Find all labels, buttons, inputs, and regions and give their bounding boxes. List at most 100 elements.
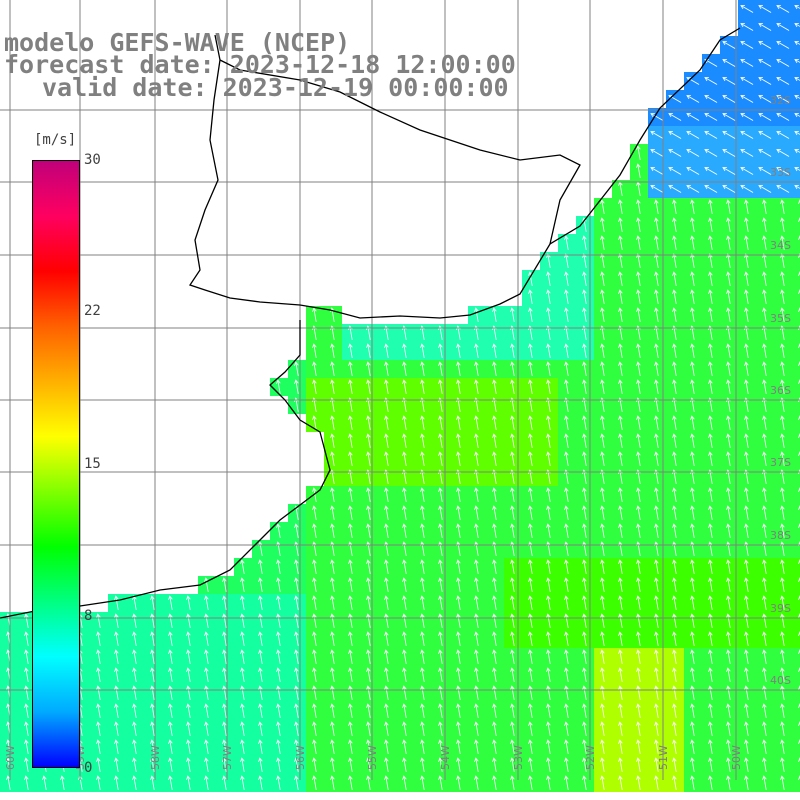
wind-arrow [744,667,749,682]
wind-arrow [24,667,29,682]
wind-arrow [366,775,371,790]
wind-arrow [582,379,587,394]
wind-arrow [726,343,731,358]
wind-arrow [744,613,749,628]
wind-arrow [618,739,623,754]
wind-arrow [726,577,731,592]
wind-arrow [636,379,641,394]
wind-arrow [528,703,533,718]
wind-arrow [312,649,317,664]
wind-arrow [132,721,137,736]
wind-arrow [546,523,551,538]
wind-arrow [690,667,695,682]
wind-arrow [402,361,407,376]
wind-arrow [456,523,461,538]
wind-arrow [776,149,790,157]
wind-arrow [150,775,155,790]
wind-arrow [510,343,515,358]
field-cell [792,774,800,792]
wind-arrow [776,185,790,193]
wind-arrow [420,703,425,718]
wind-arrow [762,757,767,772]
wind-arrow [654,451,659,466]
wind-arrow [564,523,569,538]
wind-arrow [636,523,641,538]
wind-arrow [240,559,245,574]
wind-arrow [510,487,515,502]
wind-arrow [312,721,317,736]
wind-arrow [222,739,227,754]
wind-arrow [348,343,353,358]
wind-arrow [762,595,767,610]
wind-arrow [546,361,551,376]
wind-arrow [636,415,641,430]
wind-arrow [708,199,713,214]
wind-arrow [276,667,281,682]
wind-arrow [384,613,389,628]
wind-arrow [672,649,677,664]
wind-arrow [474,667,479,682]
wind-arrow [492,631,497,646]
latitude-label: 40S [770,674,791,687]
wind-arrow [654,613,659,628]
wind-arrow [740,113,754,121]
wind-arrow [420,523,425,538]
wind-arrow [312,415,317,430]
wind-arrow [762,253,767,268]
wind-arrow [312,559,317,574]
wind-arrow [528,757,533,772]
wind-arrow [456,613,461,628]
wind-arrow [312,379,317,394]
field-cell [792,234,800,252]
wind-arrow [510,721,515,736]
wind-arrow [704,131,718,139]
wind-arrow [618,217,623,232]
wind-arrow [312,757,317,772]
wind-arrow [492,379,497,394]
wind-arrow [636,577,641,592]
wind-arrow [528,379,533,394]
wind-arrow [758,149,772,157]
wind-arrow [492,595,497,610]
wind-arrow [438,757,443,772]
wind-arrow [758,95,772,103]
wind-arrow [492,307,497,322]
wind-arrow [150,613,155,628]
wind-arrow [456,487,461,502]
wind-arrow [636,343,641,358]
wind-arrow [690,199,695,214]
wind-arrow [330,451,335,466]
wind-arrow [636,775,641,790]
wind-arrow [474,523,479,538]
wind-arrow [132,613,137,628]
wind-arrow [564,361,569,376]
wind-arrow [708,271,713,286]
wind-arrow [722,167,736,175]
wind-arrow [726,217,731,232]
wind-arrow [456,433,461,448]
wind-arrow [654,199,659,214]
wind-arrow [636,613,641,628]
wind-arrow [474,577,479,592]
field-cell [792,288,800,306]
model-title: modelo GEFS-WAVE (NCEP) [4,28,351,57]
wind-arrow [582,721,587,736]
wind-arrow [474,739,479,754]
wind-arrow [474,649,479,664]
wind-arrow [438,523,443,538]
wind-arrow [564,685,569,700]
wind-arrow [672,559,677,574]
wind-arrow [708,577,713,592]
wind-arrow [776,41,790,49]
wind-arrow [600,775,605,790]
wind-arrow [222,613,227,628]
wind-arrow [780,757,785,772]
wind-arrow [762,307,767,322]
wind-arrow [722,113,736,121]
wind-arrow [672,451,677,466]
wind-arrow [222,775,227,790]
wind-arrow [744,559,749,574]
wind-arrow [240,667,245,682]
wind-arrow [384,487,389,502]
wind-arrow [762,505,767,520]
